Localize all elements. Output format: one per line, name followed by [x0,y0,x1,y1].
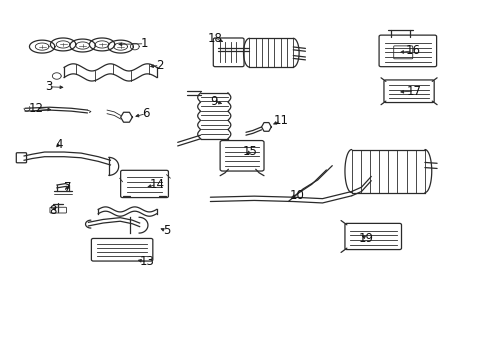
Text: 8: 8 [50,204,57,217]
Text: 10: 10 [289,189,304,202]
Text: 7: 7 [63,181,71,194]
Text: 4: 4 [55,138,63,150]
Text: 14: 14 [149,178,164,191]
Text: 18: 18 [207,32,222,45]
Text: 12: 12 [28,102,43,115]
Text: 11: 11 [273,114,288,127]
Text: 9: 9 [210,95,218,108]
Text: 16: 16 [405,44,419,57]
Text: 2: 2 [156,59,163,72]
Text: 19: 19 [358,231,373,244]
Text: 1: 1 [141,37,148,50]
Text: 15: 15 [243,145,257,158]
Text: 6: 6 [142,107,149,120]
Text: 5: 5 [163,224,170,238]
Text: 13: 13 [139,255,154,268]
Text: 3: 3 [45,80,52,93]
Text: 17: 17 [406,85,421,98]
